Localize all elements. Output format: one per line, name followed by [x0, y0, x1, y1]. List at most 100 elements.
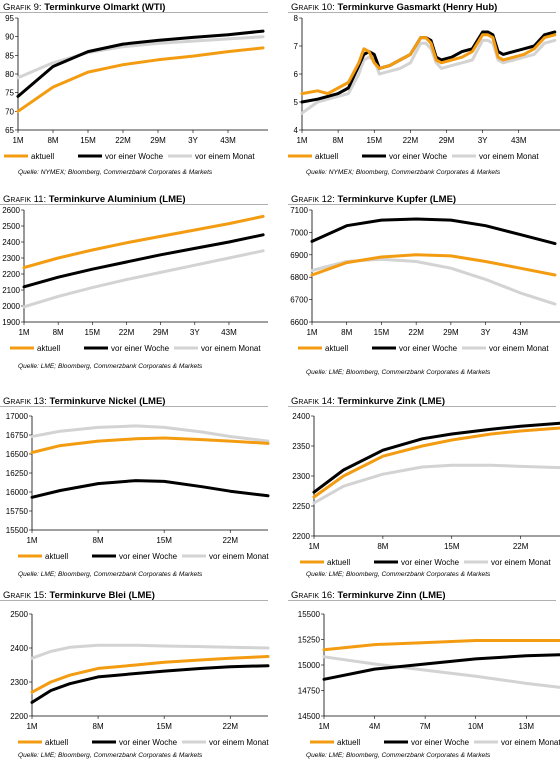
legend-label: aktuell — [31, 152, 54, 161]
y-tick-label: 14750 — [298, 687, 321, 696]
legend-label: aktuell — [45, 738, 68, 747]
legend-label: vor einem Monat — [479, 152, 539, 161]
legend-label: aktuell — [327, 558, 350, 567]
y-tick-label: 90 — [5, 33, 14, 42]
x-tick-label: 22M — [408, 328, 424, 337]
legend-label: vor einem Monat — [209, 552, 269, 561]
x-tick-label: 22M — [115, 136, 131, 145]
legend-label: vor einer Woche — [105, 152, 164, 161]
y-tick-label: 2500 — [2, 222, 20, 231]
source-note: Quelle: LME; Bloomberg, Commerzbank Corp… — [306, 571, 491, 578]
y-tick-label: 6700 — [290, 296, 308, 305]
legend-label: vor einem Monat — [209, 738, 269, 747]
series-line-2 — [322, 655, 560, 689]
legend-label: vor einer Woche — [119, 738, 178, 747]
y-tick-label: 5 — [294, 98, 299, 107]
y-tick-label: 16750 — [6, 431, 29, 440]
series-line-0 — [30, 436, 270, 454]
y-tick-label: 2200 — [10, 712, 28, 721]
x-tick-label: 22M — [222, 536, 238, 545]
x-tick-label: 3Y — [481, 328, 491, 337]
series-line-1 — [312, 421, 560, 494]
x-tick-label: 15M — [156, 536, 172, 545]
source-note: Quelle: LME; Bloomberg, Commerzbank Corp… — [18, 752, 203, 759]
y-tick-label: 65 — [5, 126, 14, 135]
x-tick-label: 1M — [26, 722, 37, 731]
x-tick-label: 3Y — [478, 136, 488, 145]
x-tick-label: 15M — [80, 136, 96, 145]
source-note: Quelle: LME; Bloomberg, Commerzbank Corp… — [18, 571, 203, 578]
x-tick-label: 1M — [18, 328, 29, 337]
x-tick-label: 43M — [511, 136, 527, 145]
legend-label: vor einer Woche — [411, 738, 470, 747]
y-tick-label: 16250 — [6, 469, 29, 478]
y-tick-label: 70 — [5, 107, 14, 116]
legend-label: vor einem Monat — [195, 152, 255, 161]
legend-label: vor einer Woche — [399, 344, 458, 353]
x-tick-label: 1M — [296, 136, 307, 145]
x-tick-label: 8M — [93, 722, 104, 731]
x-tick-label: 8M — [47, 136, 58, 145]
y-tick-label: 2300 — [10, 678, 28, 687]
x-tick-label: 8M — [53, 328, 64, 337]
y-tick-label: 2300 — [2, 254, 20, 263]
series-line-0 — [22, 214, 265, 270]
series-line-1 — [30, 479, 270, 499]
legend-label: vor einer Woche — [401, 558, 460, 567]
x-tick-label: 15M — [85, 328, 101, 337]
chart-title: Grafik 12: Terminkurve Kupfer (LME) — [291, 194, 457, 205]
y-tick-label: 2300 — [292, 472, 310, 481]
chart-title: Grafik 9: Terminkurve Olmarkt (WTI) — [3, 2, 166, 13]
chart-panel-wti: Grafik 9: Terminkurve Olmarkt (WTI) 65 70… — [0, 0, 280, 190]
x-tick-label: 29M — [150, 136, 166, 145]
x-tick-label: 43M — [221, 328, 237, 337]
x-tick-label: 29M — [439, 136, 455, 145]
chart-panel-kupfer: Grafik 12: Terminkurve Kupfer (LME) 6600… — [288, 192, 560, 382]
x-tick-label: 1M — [12, 136, 23, 145]
series-line-0 — [16, 46, 265, 113]
x-tick-label: 15M — [444, 542, 460, 551]
y-tick-label: 6800 — [290, 273, 308, 282]
y-tick-label: 15250 — [298, 636, 321, 645]
x-tick-label: 15M — [156, 722, 172, 731]
chart-panel-gas: Grafik 10: Terminkurve Gasmarkt (Henry H… — [288, 0, 560, 190]
chart-title: Grafik 10: Terminkurve Gasmarkt (Henry H… — [291, 2, 498, 13]
series-line-2 — [16, 35, 265, 80]
line-chart: 14500 14750 15000 15250 15500 1M 4M 7M 10M 13M akt… — [298, 610, 560, 747]
line-chart: 65 70 75 80 85 90 95 1M 8M 15M 22M 29M 3Y 43M aktuell v… — [4, 14, 268, 161]
chart-title: Grafik 16: Terminkurve Zinn (LME) — [291, 590, 446, 601]
divider — [288, 204, 556, 205]
y-tick-label: 7100 — [290, 206, 308, 215]
line-chart: 2200 2300 2400 2500 1M 8M 15M 22M aktuell vor ein… — [10, 610, 270, 747]
x-tick-label: 29M — [443, 328, 459, 337]
line-chart: 4 5 6 7 8 1M 8M 15M 22M 29M 3Y 43M aktuell vor einer … — [288, 14, 560, 161]
divider — [288, 12, 556, 13]
x-tick-label: 8M — [377, 542, 388, 551]
x-tick-label: 22M — [119, 328, 135, 337]
legend-label: aktuell — [315, 152, 338, 161]
series-line-2 — [30, 643, 270, 660]
y-tick-label: 15000 — [298, 661, 321, 670]
source-note: Quelle: NYMEX; Bloomberg, Commerzbank Co… — [306, 169, 501, 176]
y-tick-label: 6900 — [290, 251, 308, 260]
x-tick-label: 10M — [468, 722, 484, 731]
y-tick-label: 80 — [5, 70, 14, 79]
y-tick-label: 2400 — [292, 412, 310, 421]
x-tick-label: 8M — [341, 328, 352, 337]
divider — [0, 406, 268, 407]
y-tick-label: 15500 — [298, 610, 321, 619]
legend-label: aktuell — [337, 738, 360, 747]
line-chart: 2200 2250 2300 2350 2400 1M 8M 15M 22M aktuell vor… — [292, 412, 560, 567]
y-tick-label: 7 — [294, 42, 299, 51]
legend-label: vor einem Monat — [491, 558, 551, 567]
x-tick-label: 29M — [153, 328, 169, 337]
y-tick-label: 2250 — [292, 502, 310, 511]
chart-panel-zinn: Grafik 16: Terminkurve Zinn (LME) 14500 1… — [288, 588, 560, 778]
x-tick-label: 43M — [513, 328, 529, 337]
y-tick-label: 2600 — [2, 206, 20, 215]
y-tick-label: 15750 — [6, 507, 29, 516]
series-line-0 — [322, 639, 560, 652]
y-tick-label: 85 — [5, 51, 14, 60]
y-tick-label: 16000 — [6, 488, 29, 497]
y-tick-label: 2200 — [292, 532, 310, 541]
